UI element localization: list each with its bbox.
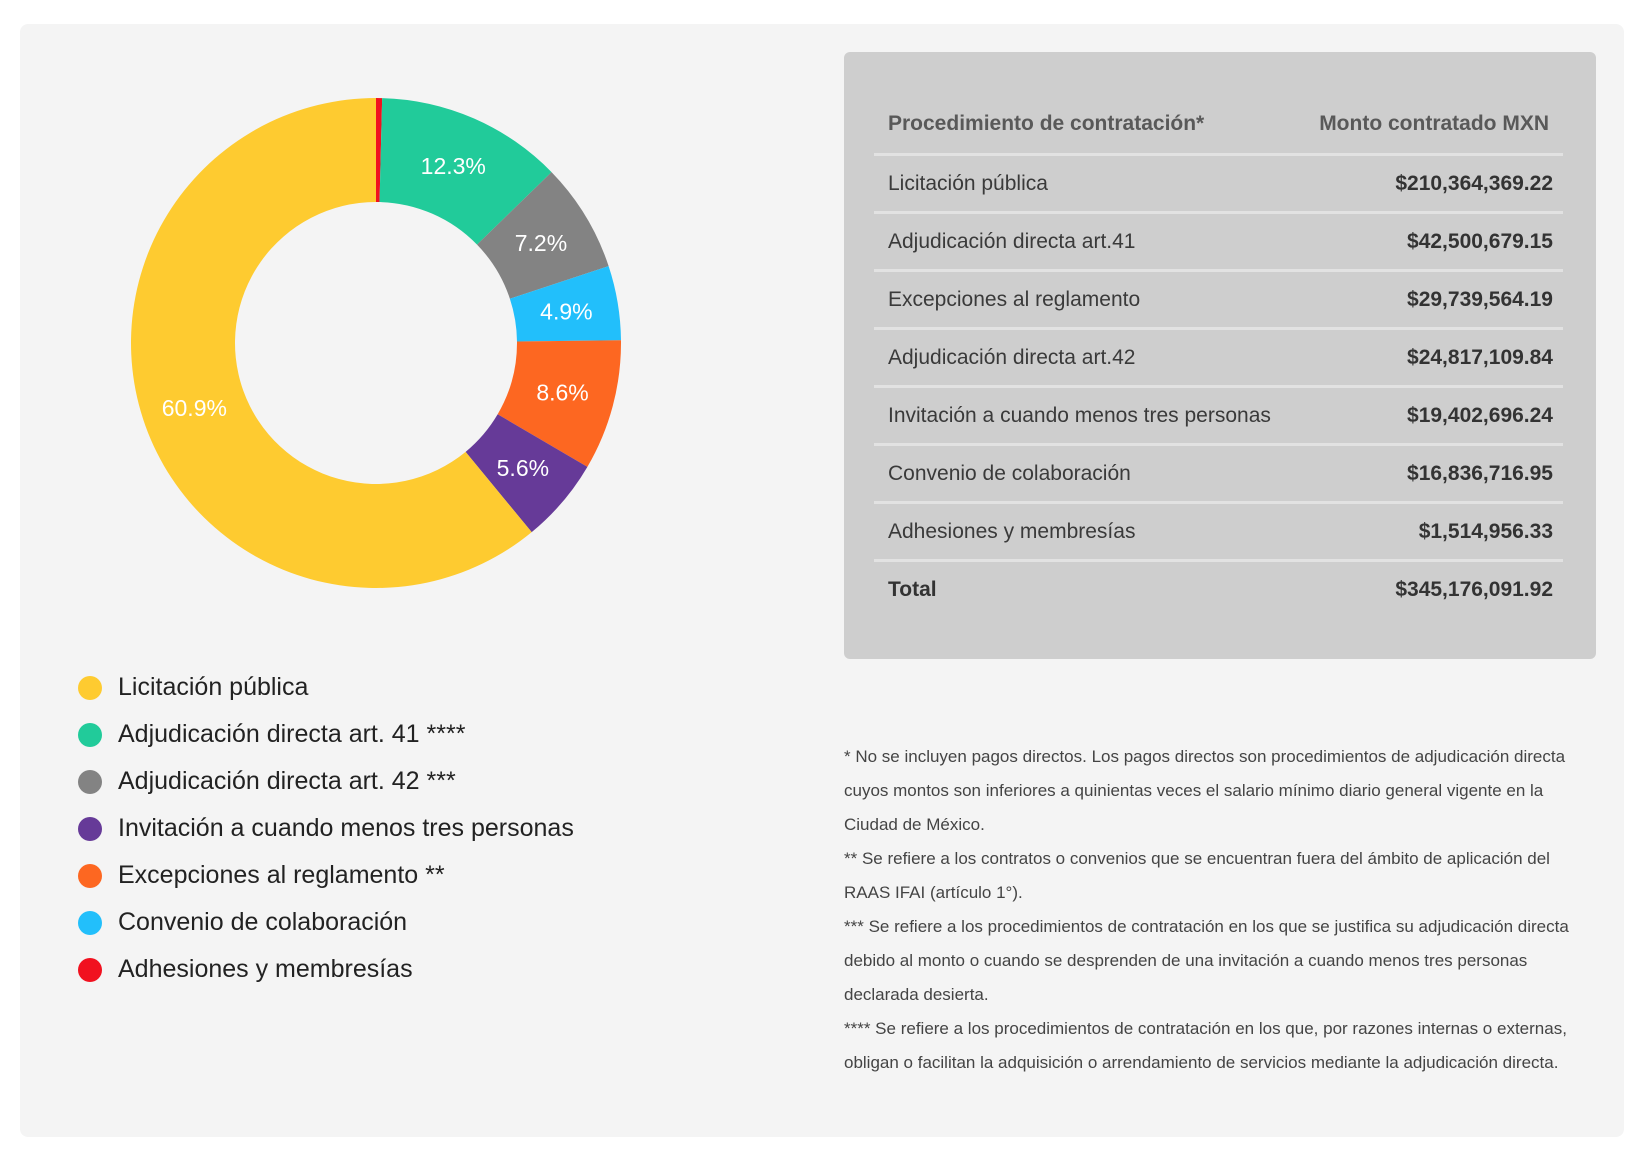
legend-dot-icon: [78, 863, 102, 888]
legend-item[interactable]: Excepciones al reglamento **: [78, 852, 574, 899]
legend-item[interactable]: Licitación pública: [78, 664, 574, 711]
legend-label: Convenio de colaboración: [118, 908, 408, 936]
legend-item[interactable]: Convenio de colaboración: [78, 899, 574, 946]
donut-segment[interactable]: [465, 414, 588, 533]
footnote: *** Se refiere a los procedimientos de c…: [844, 917, 1569, 1004]
legend-label: Adjudicación directa art. 42 ***: [118, 767, 456, 795]
legend-dot-icon: [78, 722, 102, 747]
footnote: ** Se refiere a los contratos o convenio…: [844, 849, 1550, 902]
column-header-amount: Monto contratado MXN: [1297, 95, 1563, 156]
legend-dot-icon: [78, 675, 102, 700]
segment-percent-label: 8.6%: [536, 380, 588, 406]
legend-dot-icon: [78, 910, 102, 935]
footnote: * No se incluyen pagos directos. Los pag…: [844, 747, 1566, 834]
procedure-cell: Invitación a cuando menos tres personas: [874, 386, 1298, 446]
amount-cell: $210,364,369.22: [1297, 154, 1563, 214]
chart-card: 12.3% 7.2% 4.9% 8.6% 5.6% 60.9% Licitación pú…: [20, 24, 1624, 1137]
table-row: Convenio de colaboración $16,836,716.95: [874, 444, 1563, 504]
legend-label: Excepciones al reglamento **: [118, 861, 445, 889]
procedure-cell: Adhesiones y membresías: [874, 502, 1298, 562]
segment-percent-label: 5.6%: [497, 455, 549, 481]
procedure-cell: Licitación pública: [874, 154, 1298, 214]
legend-dot-icon: [78, 957, 102, 982]
amounts-table: Procedimiento de contratación* Monto con…: [874, 95, 1563, 618]
legend-label: Invitación a cuando menos tres personas: [118, 814, 574, 842]
procedure-cell: Excepciones al reglamento: [874, 270, 1298, 330]
legend-item[interactable]: Adjudicación directa art. 42 ***: [78, 758, 574, 805]
total-amount: $345,176,091.92: [1395, 578, 1553, 601]
donut-segment[interactable]: [477, 172, 609, 299]
amount-cell: $29,739,564.19: [1297, 270, 1563, 330]
amount-cell: $16,836,716.95: [1297, 444, 1563, 504]
footnotes: * No se incluyen pagos directos. Los pag…: [844, 740, 1584, 1080]
segment-percent-label: 12.3%: [421, 153, 486, 179]
table-row: Licitación pública $210,364,369.22: [874, 154, 1563, 214]
donut-segment[interactable]: [376, 98, 383, 203]
legend-item[interactable]: Adhesiones y membresías: [78, 946, 574, 993]
donut-segment[interactable]: [379, 98, 552, 245]
table-row: Invitación a cuando menos tres personas $…: [874, 386, 1563, 446]
amount-cell: $19,402,696.24: [1297, 386, 1563, 446]
legend-label: Adjudicación directa art. 41 ****: [118, 720, 466, 748]
legend-item[interactable]: Invitación a cuando menos tres personas: [78, 805, 574, 852]
table-row: Adjudicación directa art.42 $24,817,109.8…: [874, 328, 1563, 388]
legend-label: Licitación pública: [118, 673, 309, 701]
total-label: Total: [888, 578, 937, 601]
table-row: Adjudicación directa art.41 $42,500,679.1…: [874, 212, 1563, 272]
donut-segment[interactable]: [509, 266, 621, 342]
procedure-cell: Adjudicación directa art.41: [874, 212, 1298, 272]
segment-percent-label: 60.9%: [162, 395, 227, 421]
legend-dot-icon: [78, 769, 102, 794]
procedure-cell: Adjudicación directa art.42: [874, 328, 1298, 388]
donut-segment[interactable]: [130, 98, 532, 588]
segment-percent-label: 7.2%: [515, 230, 567, 256]
segment-percent-label: 4.9%: [540, 298, 592, 324]
table-header-row: Procedimiento de contratación* Monto con…: [874, 95, 1563, 156]
procedure-cell: Convenio de colaboración: [874, 444, 1298, 504]
table-row: Adhesiones y membresías $1,514,956.33: [874, 502, 1563, 562]
amount-cell: $1,514,956.33: [1297, 502, 1563, 562]
donut-chart: 12.3% 7.2% 4.9% 8.6% 5.6% 60.9%: [130, 98, 621, 588]
amounts-panel: Procedimiento de contratación* Monto con…: [844, 52, 1596, 659]
legend-dot-icon: [78, 816, 102, 841]
amount-cell: $24,817,109.84: [1297, 328, 1563, 388]
column-header-procedure: Procedimiento de contratación*: [874, 95, 1298, 156]
table-total-row: Total $345,176,091.92: [874, 561, 1563, 619]
chart-legend: Licitación pública Adjudicación directa a…: [78, 664, 574, 993]
legend-item[interactable]: Adjudicación directa art. 41 ****: [78, 711, 574, 758]
table-row: Excepciones al reglamento $29,739,564.19: [874, 270, 1563, 330]
donut-segment[interactable]: [497, 340, 621, 467]
amount-cell: $42,500,679.15: [1297, 212, 1563, 272]
footnote: **** Se refiere a los procedimientos de …: [844, 1019, 1567, 1072]
legend-label: Adhesiones y membresías: [118, 955, 413, 983]
